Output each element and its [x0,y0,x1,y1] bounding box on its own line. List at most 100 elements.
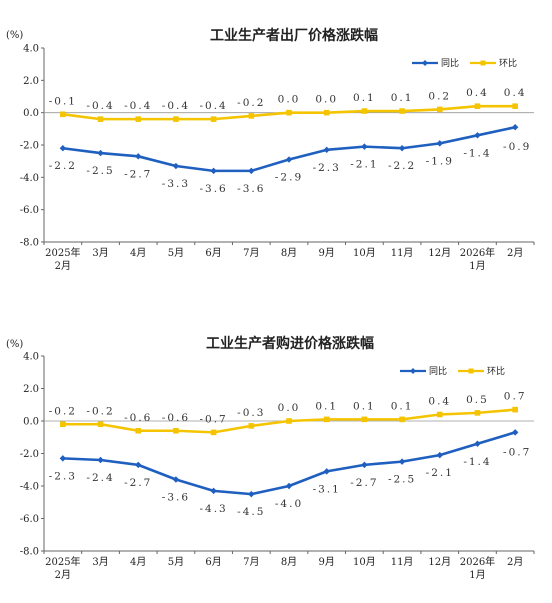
yoy-data-label: -3.1 [313,483,341,495]
x-tick-label: 7月 [243,247,259,259]
yoy-data-label: -0.7 [503,446,531,458]
y-tick-label: 4.0 [23,352,39,363]
mom-data-label: 0.1 [353,92,376,104]
mom-data-label: -0.4 [86,100,114,112]
yoy-data-label: -2.7 [124,168,152,180]
legend-label: 环比 [499,57,517,69]
y-tick-label: -4.0 [20,173,39,184]
yoy-data-label: -1.9 [426,155,454,167]
x-tick-label: 8月 [281,247,297,259]
y-tick-label: 0.0 [23,108,39,119]
mom-point [512,103,518,109]
x-tick-label: 2月 [55,569,71,581]
y-unit-label: (%) [6,30,23,41]
mom-data-label: -0.4 [162,100,190,112]
yoy-point [323,468,330,475]
mom-data-label: 0.1 [391,400,414,412]
x-tick-label: 6月 [205,556,221,568]
yoy-data-label: -3.6 [199,183,227,195]
y-tick-label: -6.0 [20,514,39,525]
x-tick-label: 5月 [168,556,184,568]
x-tick-label: 11月 [391,556,414,568]
yoy-point [97,456,104,464]
x-tick-label: 2026年 [460,246,495,259]
chart-producer-purchase-prices: 工业生产者购进价格涨跌幅 (%) 4.0 2.0 0.0 -2.0 -4.0 -6.0 -8… [0,308,552,603]
yoy-data-label: -1.4 [463,456,491,468]
x-tick-label: 2月 [507,556,523,568]
yoy-point [135,461,142,469]
mom-data-label: -0.2 [86,405,114,417]
yoy-point [511,124,519,131]
x-tick-label: 12月 [428,556,451,568]
mom-point [474,410,481,416]
yoy-data-label: -3.6 [237,183,265,195]
yoy-data-label: -4.0 [275,498,303,510]
yoy-data-label: -2.2 [49,160,77,172]
yoy-data-label: -2.2 [388,160,416,172]
mom-data-label: -0.3 [237,407,265,419]
mom-data-label: -0.2 [237,97,265,109]
chart-producer-output-prices: 工业生产者出厂价格涨跌幅 (%) 4.0 2.0 0.0 -2.0 -4.0 -6.0 -8… [0,0,552,300]
yoy-point [398,458,406,465]
y-unit-label: (%) [6,339,23,350]
yoy-point [210,167,217,175]
mom-data-label: 0.0 [315,94,338,106]
mom-data-label: -0.2 [49,405,77,417]
x-tick-label: 4月 [130,247,146,259]
chart-svg-output: 工业生产者出厂价格涨跌幅 (%) 4.0 2.0 0.0 -2.0 -4.0 -6.0 -8… [6,27,535,272]
x-tick-label: 2月 [55,260,71,272]
yoy-point [97,149,104,157]
y-tick-label: -2.0 [20,141,39,152]
yoy-point [285,482,293,490]
x-tick-label: 7月 [243,556,259,568]
x-tick-label: 3月 [92,556,108,568]
x-tick-label: 11月 [391,247,414,259]
yoy-point [436,140,443,147]
mom-data-label: 0.0 [278,94,301,106]
x-tick-label: 10月 [353,556,376,568]
y-tick-label: 2.0 [23,76,39,87]
yoy-point [285,156,293,163]
yoy-point [398,145,406,152]
mom-point [135,116,142,122]
yoy-data-label: -2.9 [275,172,303,184]
legend-label: 同比 [441,57,459,69]
mom-data-label: 0.0 [278,402,301,414]
mom-data-label: 0.5 [466,394,489,406]
yoy-point [474,440,481,447]
yoy-point [323,146,330,154]
mom-point [60,421,66,428]
x-tick-label: 12月 [428,247,451,259]
yoy-data-label: -2.4 [86,472,114,484]
yoy-point [361,461,368,469]
x-tick-label: 2026年 [460,555,495,568]
yoy-point [248,167,255,175]
chart-title: 工业生产者出厂价格涨跌幅 [210,27,378,44]
mom-point [399,416,405,423]
mom-data-label: -0.6 [162,412,190,424]
yoy-point [361,143,368,150]
x-tick-label: 6月 [205,247,221,259]
yoy-data-label: -2.7 [124,477,152,489]
mom-data-label: 0.4 [504,87,527,99]
x-tick-label: 5月 [168,247,184,259]
yoy-data-label: -2.1 [350,159,378,171]
y-tick-label: -4.0 [20,482,39,493]
mom-point [173,116,179,122]
y-tick-label: -6.0 [20,205,39,216]
yoy-point [436,451,443,459]
mom-point [361,108,368,114]
y-tick-label: -8.0 [20,238,39,249]
mom-point [135,427,142,434]
y-tick-label: 4.0 [23,44,39,55]
x-tick-label: 9月 [319,556,335,568]
mom-point [436,106,443,113]
mom-point [323,109,330,116]
mom-point [97,116,104,122]
yoy-data-label: -2.5 [86,165,114,177]
yoy-data-label: -2.5 [388,474,416,486]
legend-swatch-marker [422,60,428,66]
mom-point [248,113,255,119]
yoy-point [172,162,180,170]
mom-point [286,418,292,424]
